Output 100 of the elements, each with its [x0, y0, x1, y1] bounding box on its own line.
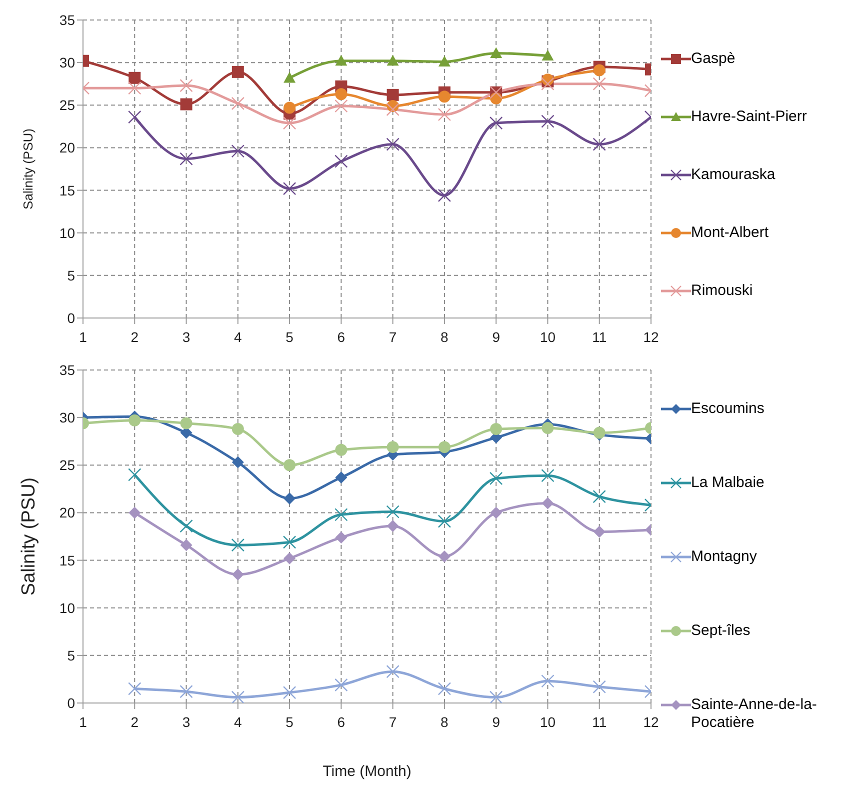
x-tick-label: 11 — [592, 714, 607, 730]
point — [180, 539, 192, 552]
point — [490, 47, 502, 58]
point — [231, 144, 245, 158]
point — [438, 90, 450, 103]
x-tick-label: 12 — [643, 714, 659, 730]
point — [128, 72, 141, 84]
point — [593, 526, 606, 538]
point — [386, 505, 400, 518]
point — [282, 182, 296, 196]
x-tick-label: 2 — [130, 328, 139, 345]
point — [335, 88, 348, 100]
point — [284, 102, 296, 114]
point — [490, 506, 502, 519]
point — [180, 417, 192, 430]
y-tick-label: 0 — [67, 694, 76, 711]
point — [386, 102, 400, 116]
point — [592, 77, 606, 90]
point — [489, 472, 503, 486]
x-tick-label: 10 — [540, 714, 556, 730]
legend-label: La Malbaie — [691, 474, 766, 492]
x-tick-label: 3 — [182, 714, 190, 730]
x-tick-label: 4 — [234, 714, 242, 730]
point — [232, 422, 244, 435]
point — [231, 538, 245, 552]
point — [489, 690, 503, 703]
point — [232, 568, 244, 581]
x-tick-label: 10 — [540, 328, 556, 345]
x-tick-label: 8 — [440, 714, 449, 730]
point — [284, 459, 296, 472]
point — [284, 552, 296, 564]
point — [335, 472, 348, 484]
point — [334, 99, 348, 113]
y-tick-label: 5 — [67, 267, 76, 284]
x-tick-label: 9 — [492, 328, 500, 345]
point — [386, 665, 400, 678]
point — [282, 686, 296, 700]
x-tick-label: 3 — [182, 328, 190, 345]
point — [128, 506, 141, 519]
y-tick-label: 25 — [59, 97, 76, 114]
point — [592, 138, 606, 151]
point — [542, 497, 554, 510]
point — [335, 444, 348, 456]
point — [592, 490, 606, 504]
point — [128, 468, 142, 482]
point — [128, 682, 142, 696]
point — [180, 152, 193, 166]
y-tick-label: 20 — [59, 140, 76, 156]
point — [128, 414, 141, 426]
y-tick-label: 5 — [67, 647, 76, 664]
point — [386, 520, 399, 532]
point — [438, 441, 450, 454]
legend-label: Sainte-Anne-de-la-Pocatière — [691, 696, 818, 732]
point — [438, 56, 450, 67]
point — [334, 508, 348, 522]
y-tick-label: 30 — [59, 54, 76, 71]
x-tick-label: 7 — [388, 328, 397, 345]
point — [386, 138, 400, 151]
point — [231, 96, 245, 110]
point — [232, 66, 244, 78]
point — [438, 550, 450, 562]
point — [541, 469, 554, 482]
x-tick-label: 4 — [234, 328, 242, 345]
y-tick-label: 15 — [59, 552, 76, 568]
y-tick-label: 10 — [59, 224, 76, 241]
y-tick-label: 25 — [59, 457, 76, 474]
legend-label: Sept-îles — [691, 622, 752, 640]
y-tick-label: 20 — [59, 504, 76, 521]
point — [438, 514, 452, 528]
x-tick-label: 2 — [130, 714, 139, 730]
point — [438, 682, 452, 696]
point — [180, 684, 193, 698]
point — [386, 88, 399, 101]
legend-label: Rimouski — [691, 282, 754, 300]
legend-label: Montagny — [691, 548, 758, 566]
x-tick-label: 1 — [79, 328, 88, 345]
point — [542, 422, 554, 434]
legend-label: Gaspè — [691, 50, 736, 68]
x-tick-label: 9 — [492, 714, 500, 730]
x-axis-title: Time (Month) — [322, 763, 412, 780]
point — [438, 108, 452, 122]
x-tick-label: 12 — [643, 328, 659, 345]
x-tick-label: 6 — [337, 714, 346, 730]
x-tick-label: 1 — [79, 714, 88, 730]
point — [334, 678, 348, 692]
legend-label: Kamouraska — [691, 166, 776, 184]
y-tick-label: 30 — [59, 410, 76, 426]
point — [282, 116, 296, 130]
point — [541, 674, 554, 688]
x-tick-label: 11 — [592, 328, 607, 345]
x-tick-label: 5 — [286, 714, 294, 730]
point — [593, 64, 606, 76]
point — [438, 188, 452, 202]
y-axis-title: Salinity (PSU) — [18, 477, 40, 596]
x-tick-label: 8 — [440, 328, 449, 345]
y-tick-label: 35 — [59, 362, 76, 378]
point — [335, 54, 348, 66]
x-tick-label: 5 — [286, 328, 294, 345]
legend-label: Escoumins — [691, 400, 766, 418]
point — [542, 50, 554, 61]
